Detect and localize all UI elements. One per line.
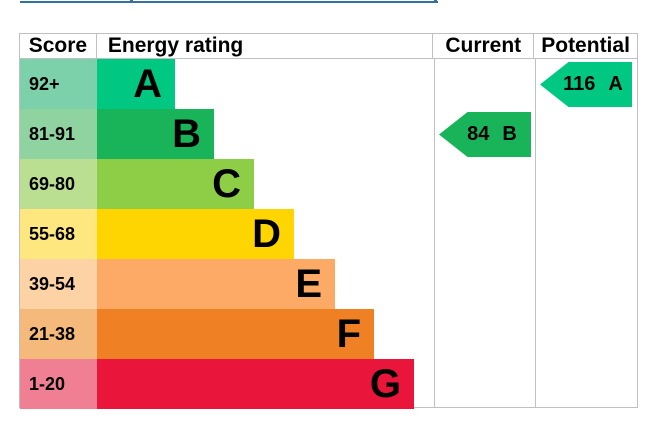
current-column-divider	[434, 59, 435, 407]
score-range-e: 39-54	[20, 259, 97, 309]
band-bar-b: B	[97, 109, 214, 159]
current-rating-letter: B	[502, 123, 517, 145]
clipped-link-descender	[434, 0, 437, 3]
band-bar-g: G	[97, 359, 414, 409]
band-bar-c: C	[97, 159, 254, 209]
potential-column-header: Potential	[541, 34, 630, 57]
potential-rating-letter: A	[608, 73, 623, 95]
potential-rating-value: 116	[563, 73, 596, 95]
clipped-link[interactable]	[20, 0, 438, 4]
band-row-c: 69-80 C	[20, 159, 637, 209]
score-column-header: Score	[20, 34, 97, 58]
band-row-g: 1-20 G	[20, 359, 637, 409]
score-range-b: 81-91	[20, 109, 97, 159]
table-body: 92+ A 81-91 B 69-80 C 55-68 D 39-54 E 21-38 F 1-20 G …	[20, 59, 637, 409]
potential-column-divider	[535, 59, 536, 407]
current-column-header: Current	[433, 34, 535, 58]
table-header-row: Score Energy rating Current Potential	[20, 34, 637, 59]
score-range-c: 69-80	[20, 159, 97, 209]
score-range-a: 92+	[20, 59, 97, 109]
band-bar-f: F	[97, 309, 374, 359]
score-range-d: 55-68	[20, 209, 97, 259]
band-bar-a: A	[97, 59, 175, 109]
current-rating-value: 84	[467, 123, 490, 145]
score-range-g: 1-20	[20, 359, 97, 409]
energy-rating-table: Score Energy rating Current Potential 92…	[19, 33, 638, 409]
clipped-link-descender	[130, 0, 133, 3]
band-row-f: 21-38 F	[20, 309, 637, 359]
band-row-d: 55-68 D	[20, 209, 637, 259]
energy-rating-column-header: Energy rating	[97, 34, 434, 58]
band-bar-e: E	[97, 259, 335, 309]
band-row-a: 92+ A	[20, 59, 637, 109]
band-row-b: 81-91 B	[20, 109, 637, 159]
score-range-f: 21-38	[20, 309, 97, 359]
band-bar-d: D	[97, 209, 294, 259]
band-row-e: 39-54 E	[20, 259, 637, 309]
clipped-link-underline	[20, 1, 438, 3]
